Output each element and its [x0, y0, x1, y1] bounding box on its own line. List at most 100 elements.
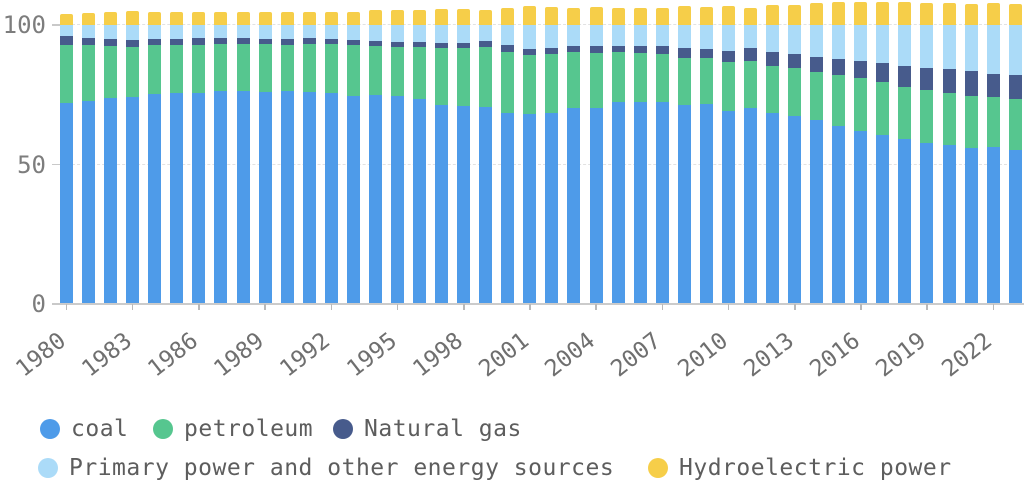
- legend-item-petroleum[interactable]: petroleum: [153, 416, 313, 442]
- segment-2009-natural: [699, 48, 713, 59]
- bar-1998: [457, 8, 471, 304]
- segment-1994-hydroelectric: [368, 10, 382, 26]
- segment-2005-coal: [611, 102, 625, 304]
- segment-2006-petroleum: [633, 53, 647, 102]
- segment-1982-coal: [104, 98, 118, 304]
- segment-1980-primary: [60, 25, 73, 37]
- legend-item-primary[interactable]: Primary power and other energy sources: [38, 455, 614, 481]
- segment-2017-petroleum: [876, 82, 890, 135]
- segment-2010-coal: [721, 110, 735, 304]
- segment-2015-coal: [832, 126, 846, 304]
- segment-2001-coal: [523, 114, 537, 304]
- x-tick-2004: [595, 304, 597, 310]
- segment-2009-coal: [699, 104, 713, 304]
- segment-1997-hydroelectric: [435, 9, 449, 26]
- segment-2004-coal: [589, 108, 603, 304]
- segment-2009-petroleum: [699, 58, 713, 105]
- segment-2003-primary: [567, 25, 581, 46]
- x-axis-label-2001: 2001: [474, 327, 534, 383]
- segment-2017-natural: [876, 62, 890, 83]
- segment-1987-primary: [214, 25, 228, 39]
- segment-2004-petroleum: [589, 52, 603, 109]
- segment-2022-natural: [986, 73, 1000, 98]
- legend-label: Hydroelectric power: [679, 455, 952, 481]
- segment-2013-natural: [788, 53, 802, 69]
- segment-2015-hydroelectric: [832, 1, 846, 26]
- segment-2014-coal: [810, 120, 824, 304]
- y-tick-0: [52, 303, 60, 305]
- bar-1999: [479, 9, 493, 304]
- x-axis-label-1986: 1986: [143, 327, 203, 383]
- segment-1991-natural: [302, 38, 316, 45]
- segment-1985-petroleum: [170, 44, 184, 93]
- legend-item-natural[interactable]: Natural gas: [333, 416, 522, 442]
- segment-2007-petroleum: [655, 54, 669, 102]
- segment-2017-coal: [876, 134, 890, 304]
- bar-2019: [920, 2, 934, 304]
- legend-item-hydroelectric[interactable]: Hydroelectric power: [648, 455, 952, 481]
- segment-2016-petroleum: [854, 78, 868, 131]
- bar-2017: [876, 2, 890, 304]
- segment-1993-natural: [346, 39, 360, 45]
- segment-2020-petroleum: [942, 92, 956, 146]
- segment-1987-natural: [214, 38, 228, 45]
- bars: [60, 0, 1022, 304]
- segment-1996-petroleum: [413, 46, 426, 99]
- segment-2004-natural: [589, 46, 603, 53]
- x-tick-2019: [926, 304, 928, 310]
- segment-2023-natural: [1008, 74, 1022, 99]
- x-tick-2022: [992, 304, 995, 310]
- segment-1998-natural: [457, 43, 471, 49]
- segment-2012-hydroelectric: [766, 5, 779, 26]
- bar-2005: [611, 7, 625, 304]
- x-tick-2013: [794, 304, 796, 310]
- segment-2014-hydroelectric: [810, 3, 824, 26]
- bar-2023: [1008, 3, 1022, 304]
- bar-1985: [170, 11, 184, 304]
- segment-1992-primary: [324, 25, 338, 39]
- x-axis-label-2019: 2019: [871, 327, 932, 383]
- bar-1980: [60, 13, 73, 304]
- segment-1982-hydroelectric: [104, 11, 118, 26]
- segment-1994-natural: [368, 40, 382, 47]
- segment-2014-natural: [810, 56, 824, 73]
- bar-2015: [832, 1, 846, 304]
- segment-1998-petroleum: [457, 48, 471, 107]
- segment-1990-petroleum: [280, 45, 294, 92]
- segment-1980-coal: [60, 102, 73, 304]
- bar-2014: [810, 3, 824, 304]
- segment-1980-natural: [60, 36, 73, 45]
- bar-1984: [148, 11, 162, 304]
- segment-1983-hydroelectric: [126, 11, 140, 26]
- bar-1990: [280, 11, 294, 304]
- segment-1983-primary: [126, 25, 140, 40]
- segment-2015-primary: [832, 25, 846, 59]
- segment-2003-natural: [567, 45, 581, 53]
- y-axis-label-50: 50: [17, 150, 46, 179]
- x-axis-label-2007: 2007: [606, 327, 667, 383]
- bar-2020: [942, 3, 956, 304]
- segment-2013-coal: [788, 116, 802, 304]
- legend-item-coal[interactable]: coal: [40, 416, 128, 442]
- segment-2017-hydroelectric: [876, 2, 890, 26]
- segment-1988-hydroelectric: [236, 12, 250, 26]
- segment-2011-primary: [743, 25, 757, 49]
- segment-1986-natural: [192, 38, 206, 45]
- segment-1986-petroleum: [192, 44, 206, 93]
- segment-1997-primary: [435, 25, 449, 43]
- bar-2011: [743, 7, 757, 304]
- segment-2001-primary: [523, 25, 537, 49]
- bar-2022: [986, 3, 1000, 304]
- segment-2004-primary: [589, 25, 603, 47]
- legend-swatch-icon: [153, 419, 173, 439]
- segment-1991-petroleum: [302, 44, 316, 92]
- bar-1995: [390, 9, 404, 304]
- segment-2013-petroleum: [788, 68, 802, 116]
- segment-2001-natural: [523, 48, 537, 56]
- x-axis-label-1995: 1995: [341, 327, 402, 383]
- segment-1998-primary: [457, 25, 471, 44]
- segment-2006-natural: [633, 45, 647, 54]
- segment-1989-natural: [258, 38, 272, 45]
- segment-1986-coal: [192, 92, 206, 304]
